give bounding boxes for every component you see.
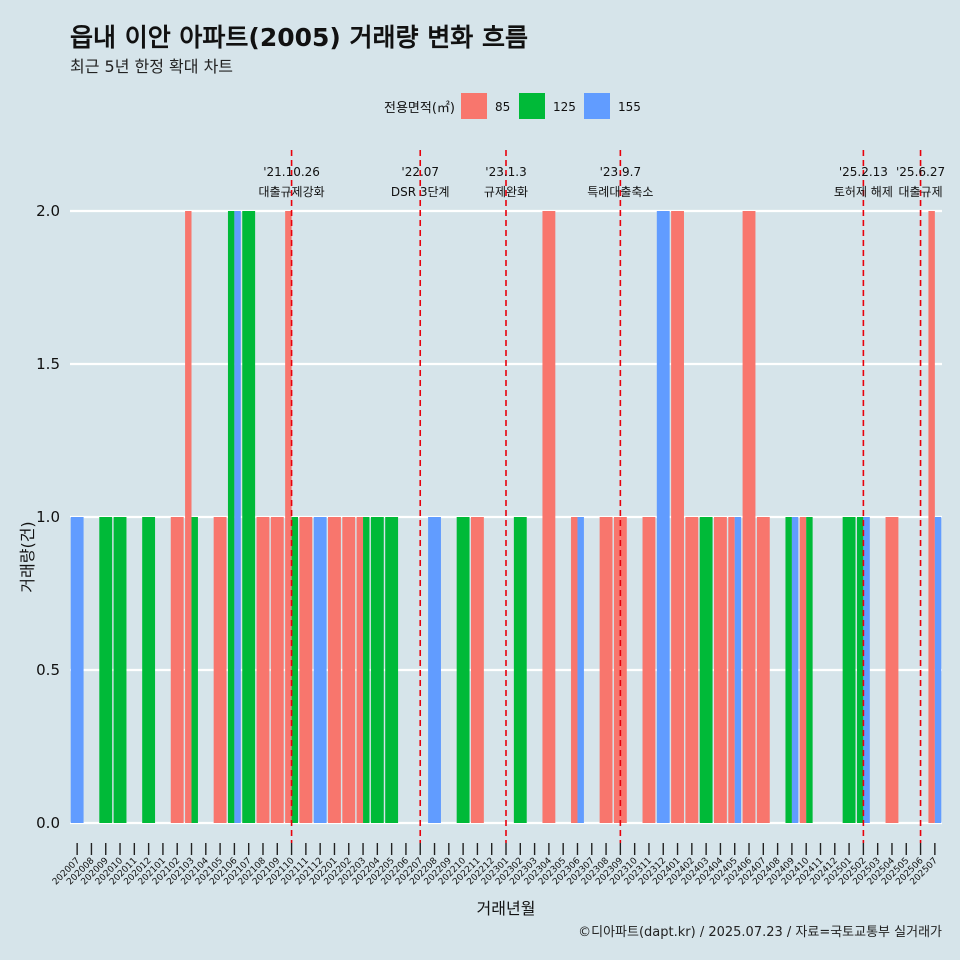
bar-202311-85 (642, 517, 656, 823)
bar-202507-85 (928, 211, 935, 823)
legend-label-155: 155 (618, 100, 641, 114)
legend-title: 전용면적(㎡) (384, 101, 455, 116)
bar-202107-125 (242, 211, 256, 823)
event-date: '25.2.13 (839, 165, 888, 179)
bar-202102-85 (170, 517, 184, 823)
event-date: '23.9.7 (600, 165, 641, 179)
bar-202501-125 (842, 517, 856, 823)
bar-202502-155 (863, 517, 870, 823)
y-tick-label: 0.0 (36, 814, 60, 832)
legend-swatch-85 (461, 93, 487, 119)
legend-label-85: 85 (495, 100, 510, 114)
bar-202110-85 (285, 211, 292, 823)
y-tick-label: 2.0 (36, 202, 60, 220)
bar-202409-125 (785, 517, 792, 823)
bar-202103-125 (191, 517, 198, 823)
bar-202110-125 (291, 517, 299, 823)
bar-202409-155 (791, 517, 799, 823)
bar-202201-85 (328, 517, 341, 823)
bar-202403-125 (699, 517, 713, 823)
bar-202205-125 (385, 517, 399, 823)
bars (70, 211, 942, 823)
bar-202401-85 (671, 211, 684, 823)
bar-202410-85 (799, 517, 807, 823)
event-label: 토허제 해제 (834, 185, 893, 199)
bar-202106-155 (234, 211, 241, 823)
chart-caption: ©디아파트(dapt.kr) / 2025.07.23 / 자료=국토교통부 실… (578, 925, 942, 940)
bar-202111-85 (299, 517, 313, 823)
bar-202009-125 (99, 517, 113, 823)
bar-202108-85 (256, 517, 270, 823)
bar-202304-85 (542, 211, 556, 823)
bar-202410-125 (806, 517, 813, 823)
bar-202202-85 (342, 517, 356, 823)
event-date: '22.07 (401, 165, 439, 179)
bar-202103-85 (185, 211, 192, 823)
bar-202306-85 (571, 517, 578, 823)
bar-202012-125 (142, 517, 156, 823)
chart-title: 읍내 이안 아파트(2005) 거래량 변화 흐름 (70, 23, 528, 52)
bar-202106-125 (227, 211, 235, 823)
chart-subtitle: 최근 5년 한정 확대 차트 (70, 57, 234, 76)
event-lines: '21.10.26 대출규제강화 '22.07 DSR 3단계 '23.1.3 규제완화 '… (258, 150, 945, 843)
bar-202203-125 (363, 517, 370, 823)
bar-202404-85 (713, 517, 727, 823)
bar-202210-125 (456, 517, 470, 823)
y-tick-label: 1.0 (36, 508, 60, 526)
bar-202007-155 (70, 517, 84, 823)
bar-202504-85 (885, 517, 899, 823)
legend-label-125: 125 (553, 100, 576, 114)
event-label: 대출규제강화 (258, 185, 324, 199)
event-label: 대출규제 (898, 185, 942, 199)
bar-202306-155 (577, 517, 584, 823)
event-label: 규제완화 (484, 185, 528, 199)
bar-202302-125 (513, 517, 527, 823)
event-label: 특례대출축소 (587, 185, 653, 199)
bar-202208-155 (428, 517, 441, 823)
bar-202507-155 (934, 517, 942, 823)
legend-swatch-155 (584, 93, 610, 119)
bar-202203-85 (356, 517, 364, 823)
y-tick-label: 1.5 (36, 355, 60, 373)
bar-202502-125 (856, 517, 864, 823)
bar-202109-85 (270, 517, 284, 823)
bar-202010-125 (113, 517, 127, 823)
legend: 전용면적(㎡) 85 125 155 (384, 93, 641, 119)
event-date: '25.6.27 (896, 165, 945, 179)
bar-202402-85 (685, 517, 699, 823)
event-label: DSR 3단계 (391, 185, 450, 199)
x-axis-label: 거래년월 (477, 899, 536, 918)
bar-202211-85 (470, 517, 484, 823)
event-date: '23.1.3 (485, 165, 526, 179)
y-tick-label: 0.5 (36, 661, 60, 679)
bar-202405-85 (728, 517, 735, 823)
bar-202204-125 (370, 517, 384, 823)
legend-swatch-125 (519, 93, 545, 119)
bar-202312-155 (656, 211, 670, 823)
bar-202309-85 (613, 517, 621, 823)
bar-202407-85 (756, 517, 770, 823)
bar-202105-85 (213, 517, 227, 823)
bar-202112-155 (313, 517, 327, 823)
bar-202309-85 (620, 517, 627, 823)
bar-202308-85 (599, 517, 613, 823)
bar-202405-155 (734, 517, 742, 823)
bar-202406-85 (742, 211, 756, 823)
y-axis-label: 거래량(건) (18, 521, 37, 592)
event-date: '21.10.26 (263, 165, 320, 179)
